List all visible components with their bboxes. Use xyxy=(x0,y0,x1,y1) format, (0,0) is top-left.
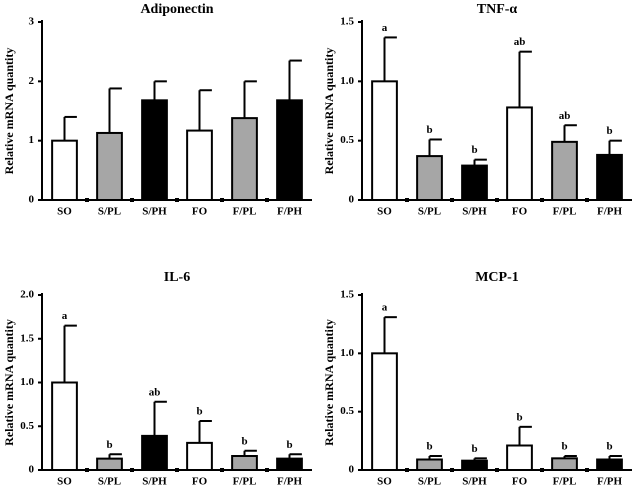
y-axis-label: Relative mRNA quantity xyxy=(2,319,16,446)
significance-letter: a xyxy=(62,310,68,322)
bar xyxy=(416,458,443,471)
x-tick-label: F/PL xyxy=(233,206,257,218)
y-tick-label: 1.0 xyxy=(20,376,34,388)
y-tick-label: 0.5 xyxy=(340,134,354,146)
bar xyxy=(506,106,533,201)
bar xyxy=(371,80,398,201)
x-tick-label: S/PH xyxy=(462,206,487,218)
significance-letter: b xyxy=(471,144,477,156)
panel-title: MCP-1 xyxy=(475,270,519,285)
bar xyxy=(416,155,443,202)
bar xyxy=(141,434,168,471)
significance-letter: b xyxy=(516,411,522,423)
bar xyxy=(506,444,533,471)
x-tick-label: S/PH xyxy=(142,206,167,218)
y-tick-label: 1.5 xyxy=(20,332,34,344)
significance-letter: b xyxy=(426,441,432,453)
y-tick-label: 1.5 xyxy=(340,289,354,301)
bar xyxy=(231,455,258,471)
x-tick-label: S/PH xyxy=(462,476,487,488)
bar xyxy=(551,140,578,201)
significance-letter: b xyxy=(606,441,612,453)
bar xyxy=(186,129,213,201)
x-tick-label: S/PL xyxy=(98,476,121,488)
significance-letter: b xyxy=(196,406,202,418)
y-tick-label: 0 xyxy=(349,194,355,206)
x-tick-label: F/PL xyxy=(553,476,577,488)
bar xyxy=(461,164,488,202)
y-tick-label: 0.5 xyxy=(20,420,34,432)
bar xyxy=(551,457,578,472)
significance-letter: b xyxy=(106,439,112,451)
y-tick-label: 1.5 xyxy=(340,16,354,28)
x-tick-label: S/PL xyxy=(418,206,441,218)
bar xyxy=(51,381,78,471)
x-tick-label: FO xyxy=(192,476,208,488)
x-tick-label: S/PL xyxy=(98,206,121,218)
bar xyxy=(371,352,398,472)
significance-letter: a xyxy=(382,302,388,314)
x-tick-label: SO xyxy=(57,206,72,218)
x-tick-label: F/PH xyxy=(597,476,622,488)
bar xyxy=(51,139,78,202)
significance-letter: ab xyxy=(149,386,161,398)
panel-title: TNF-α xyxy=(477,2,518,17)
panel-title: Adiponectin xyxy=(140,2,213,17)
significance-letter: ab xyxy=(514,36,526,48)
significance-letter: b xyxy=(241,435,247,447)
y-tick-label: 0 xyxy=(29,464,35,476)
bar xyxy=(141,99,168,201)
y-tick-label: 0 xyxy=(29,194,35,206)
x-tick-label: SO xyxy=(377,476,392,488)
y-tick-label: 1.0 xyxy=(340,75,354,87)
x-tick-label: F/PL xyxy=(233,476,257,488)
x-tick-label: F/PL xyxy=(553,206,577,218)
y-tick-label: 0.5 xyxy=(340,405,354,417)
bar xyxy=(231,117,258,201)
x-tick-label: F/PH xyxy=(277,206,302,218)
significance-letter: b xyxy=(561,441,567,453)
significance-letter: b xyxy=(606,125,612,137)
x-tick-label: SO xyxy=(377,206,392,218)
bar xyxy=(96,457,123,471)
bar xyxy=(96,131,123,202)
bar xyxy=(186,441,213,471)
significance-letter: ab xyxy=(559,110,571,122)
y-tick-label: 0 xyxy=(349,464,355,476)
y-tick-label: 1 xyxy=(29,134,35,146)
x-tick-label: F/PH xyxy=(277,476,302,488)
bar xyxy=(461,459,488,471)
x-tick-label: SO xyxy=(57,476,72,488)
y-tick-label: 3 xyxy=(29,16,35,28)
y-tick-label: 2 xyxy=(29,75,35,87)
bar xyxy=(276,457,303,471)
x-tick-label: FO xyxy=(512,206,528,218)
x-tick-label: FO xyxy=(512,476,528,488)
bar xyxy=(596,458,623,471)
significance-letter: b xyxy=(286,439,292,451)
significance-letter: b xyxy=(471,443,477,455)
x-tick-label: S/PL xyxy=(418,476,441,488)
significance-letter: a xyxy=(382,22,388,34)
bar xyxy=(596,153,623,201)
y-axis-label: Relative mRNA quantity xyxy=(322,48,336,175)
y-tick-label: 2.0 xyxy=(20,289,34,301)
x-tick-label: S/PH xyxy=(142,476,167,488)
y-axis-label: Relative mRNA quantity xyxy=(322,319,336,446)
panel-title: IL-6 xyxy=(164,270,190,285)
bar xyxy=(276,99,303,201)
significance-letter: b xyxy=(426,124,432,136)
x-tick-label: FO xyxy=(192,206,208,218)
x-tick-label: F/PH xyxy=(597,206,622,218)
y-tick-label: 1.0 xyxy=(340,347,354,359)
y-axis-label: Relative mRNA quantity xyxy=(2,48,16,175)
